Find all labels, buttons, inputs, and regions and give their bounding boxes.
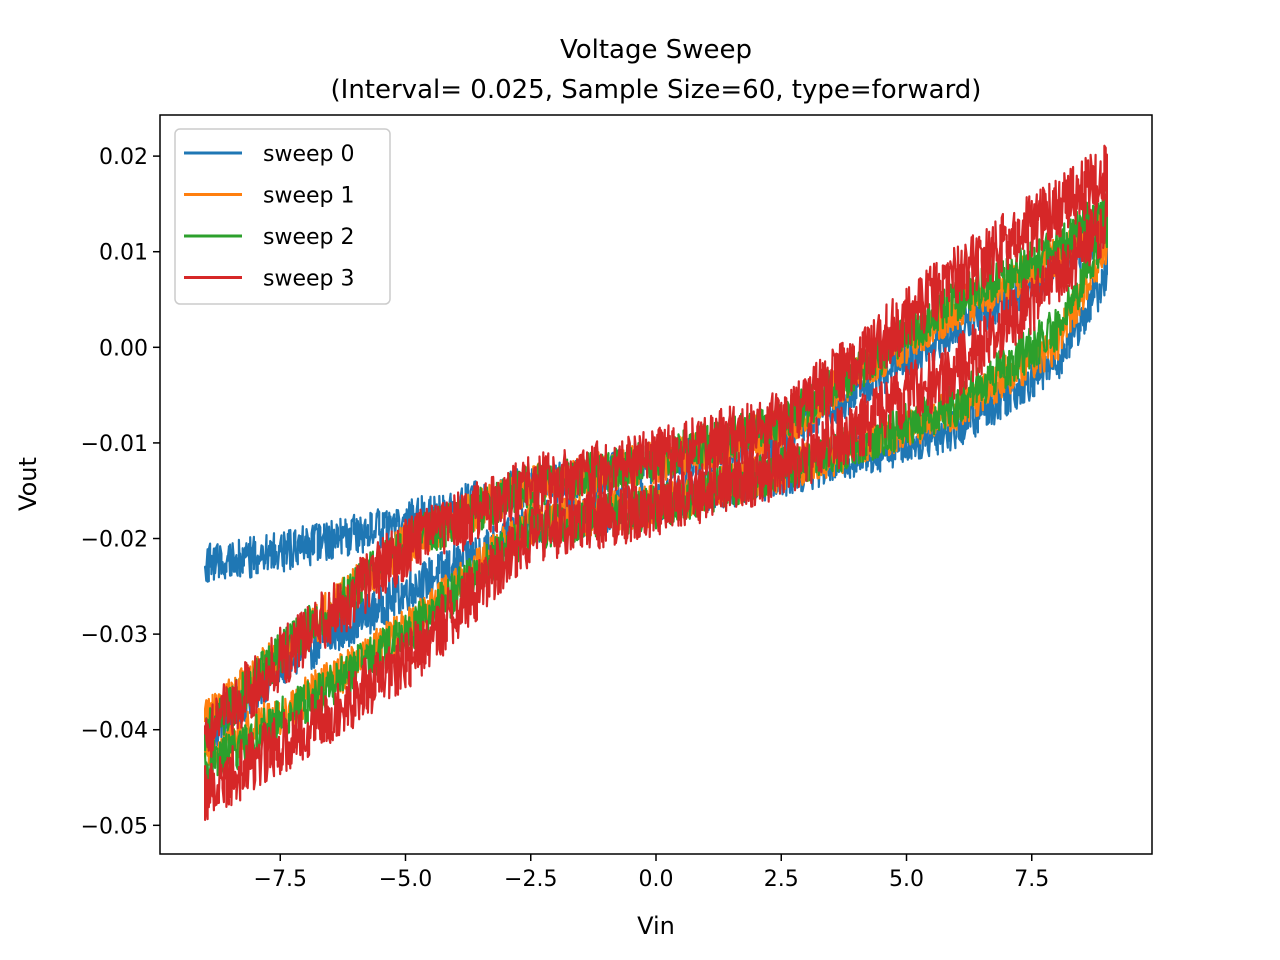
x-tick-label: 0.0: [639, 867, 674, 892]
y-axis-label: Vout: [14, 457, 42, 511]
legend-box: [174, 128, 391, 305]
x-tick-label: 7.5: [1014, 867, 1049, 892]
legend-label-3: sweep 3: [263, 267, 354, 292]
y-tick-label: −0.05: [81, 814, 148, 839]
x-axis: −7.5 −5.0 −2.5 0.0 2.5 5.0 7.5: [254, 854, 1049, 892]
y-axis: 0.02 0.01 0.00 −0.01 −0.02 −0.03 −0.04 −0.05: [81, 145, 160, 839]
chart-subtitle: (Interval= 0.025, Sample Size=60, type=f…: [331, 75, 982, 105]
x-tick-label: 5.0: [889, 867, 924, 892]
x-axis-label: Vin: [637, 912, 675, 940]
y-tick-label: 0.00: [99, 336, 148, 361]
legend-label-2: sweep 2: [263, 225, 354, 250]
y-tick-label: −0.03: [81, 623, 148, 648]
series-layer: [204, 144, 1108, 821]
y-tick-label: −0.04: [81, 719, 148, 744]
chart-title: Voltage Sweep: [560, 35, 752, 65]
x-tick-label: 2.5: [764, 867, 799, 892]
y-tick-label: 0.01: [99, 241, 148, 266]
legend: sweep 0 sweep 1 sweep 2 sweep 3: [174, 128, 391, 305]
x-tick-label: −7.5: [254, 867, 307, 892]
x-tick-label: −5.0: [379, 867, 432, 892]
legend-label-1: sweep 1: [263, 184, 354, 209]
legend-label-0: sweep 0: [263, 142, 354, 167]
x-tick-label: −2.5: [504, 867, 557, 892]
y-tick-label: −0.01: [81, 432, 148, 457]
y-tick-label: −0.02: [81, 528, 148, 553]
y-tick-label: 0.02: [99, 145, 148, 170]
series-line-3: [204, 144, 1108, 821]
